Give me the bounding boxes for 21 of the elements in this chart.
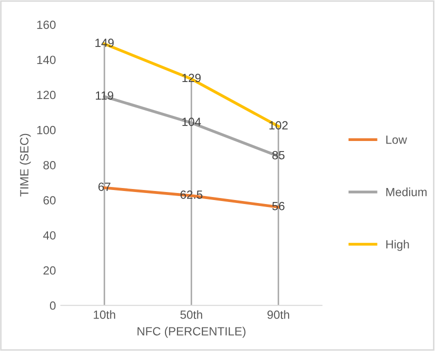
data-label: 119 (96, 91, 114, 100)
y-tick-label: 40 (43, 231, 56, 240)
legend-label: Medium (386, 188, 427, 196)
x-axis-title: NFC (PERCENTILE) (138, 326, 246, 338)
y-tick-label: 100 (37, 126, 56, 134)
y-tick-label: 0 (50, 301, 56, 310)
x-tick-label: 10th (94, 310, 116, 319)
y-tick-label: 120 (37, 90, 56, 100)
legend-label: Low (386, 136, 408, 144)
y-tick-label: 140 (37, 56, 56, 64)
y-tick-label: 160 (37, 20, 56, 29)
x-tick-label: 90th (267, 310, 290, 319)
data-label: 104 (182, 118, 201, 126)
y-tick-label: 60 (44, 196, 56, 204)
y-tick-label: 80 (43, 161, 56, 170)
legend-label: High (386, 240, 409, 251)
x-tick-label: 50th (180, 310, 202, 319)
y-axis-title: TIME (SEC) (20, 134, 31, 197)
data-label: 85 (272, 151, 284, 160)
y-tick-label: 20 (44, 266, 56, 275)
data-label: 149 (95, 38, 114, 48)
